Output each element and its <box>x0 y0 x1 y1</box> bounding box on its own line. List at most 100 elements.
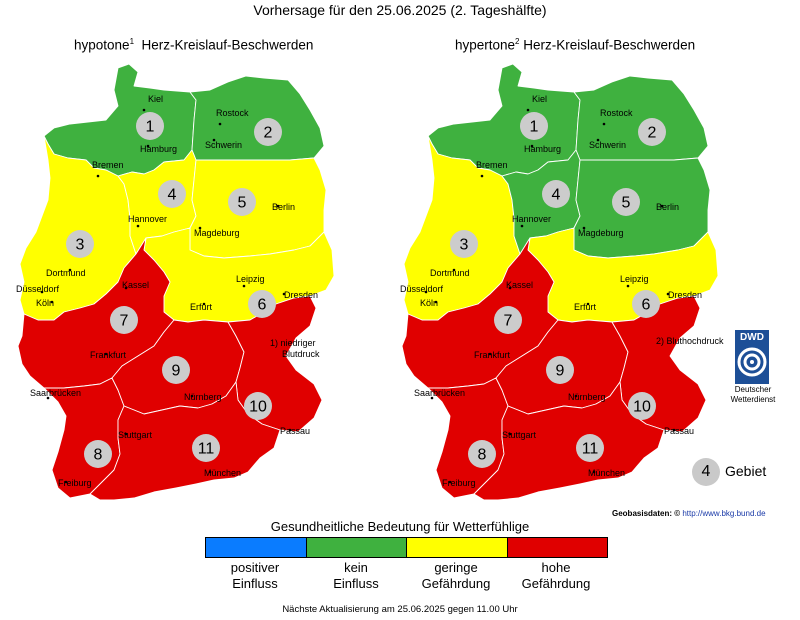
region-number-label: 7 <box>120 313 129 330</box>
region-number-label: 9 <box>172 363 181 380</box>
city-label: Magdeburg <box>578 228 624 238</box>
city-label: Hamburg <box>524 144 561 154</box>
city-dot <box>508 432 512 436</box>
dwd-logo: DWD <box>735 330 769 384</box>
city-label: Nürnberg <box>568 392 606 402</box>
region-number-label: 6 <box>642 297 651 314</box>
region-number-circle <box>612 188 640 216</box>
region-number-circle <box>158 180 186 208</box>
city-label: Rostock <box>216 108 249 118</box>
city-label: Freiburg <box>58 478 92 488</box>
city-dot <box>526 108 530 112</box>
city-dot <box>218 122 222 126</box>
city-dot <box>68 268 72 272</box>
city-dot <box>202 302 206 306</box>
city-label: Düsseldorf <box>16 284 60 294</box>
city-dot <box>480 174 484 178</box>
region-number-circle <box>110 306 138 334</box>
region-5 <box>573 157 711 259</box>
region-number-label: 8 <box>94 447 103 464</box>
city-label: Magdeburg <box>194 228 240 238</box>
city-dot <box>198 226 202 230</box>
city-dot <box>530 144 534 148</box>
legend-title: Gesundheitliche Bedeutung für Wetterfühl… <box>270 519 530 534</box>
city-label: Saarbrücken <box>414 388 465 398</box>
region-number-circle <box>450 230 478 258</box>
city-label: Köln <box>420 298 438 308</box>
city-label: München <box>588 468 625 478</box>
city-dot <box>424 290 428 294</box>
region-number-label: 2 <box>264 125 273 142</box>
city-dot <box>520 224 524 228</box>
city-dot <box>288 428 292 432</box>
city-dot <box>596 138 600 142</box>
city-dot <box>104 352 108 356</box>
next-update-note: Nächste Aktualisierung am 25.06.2025 geg… <box>282 604 518 615</box>
city-dot <box>142 108 146 112</box>
region-number-label: 1 <box>530 119 539 136</box>
city-dot <box>574 394 578 398</box>
city-dot <box>96 174 100 178</box>
city-dot <box>586 302 590 306</box>
legend-color-bar <box>205 537 608 558</box>
city-label: Kassel <box>506 280 533 290</box>
city-label: Passau <box>280 426 310 436</box>
region-11 <box>89 381 281 501</box>
city-dot <box>448 480 452 484</box>
region-number-label: 4 <box>168 187 177 204</box>
region-number-circle <box>546 356 574 384</box>
city-dot <box>40 290 44 294</box>
city-label: Dresden <box>668 290 702 300</box>
city-label: Stuttgart <box>502 430 537 440</box>
city-dot <box>190 394 194 398</box>
map-left-title: hypotone1 Herz-Kreislauf-Beschwerden <box>74 37 314 53</box>
region-number-circle <box>84 440 112 468</box>
city-label: Erfurt <box>574 302 597 312</box>
city-label: Dortmund <box>46 268 86 278</box>
city-label: Freiburg <box>442 478 476 488</box>
city-dot <box>582 226 586 230</box>
city-dot <box>626 284 630 288</box>
region-number-label: 7 <box>504 313 513 330</box>
map-right-title: hypertone2 Herz-Kreislauf-Beschwerden <box>455 37 696 53</box>
region-number-label: 5 <box>238 195 247 212</box>
note-hypotone: 1) niedriger Blutdruck <box>270 338 320 359</box>
region-number-label: 1 <box>146 119 155 136</box>
city-label: Kassel <box>122 280 149 290</box>
region-number-circle <box>136 112 164 140</box>
region-number-label: 10 <box>249 399 267 416</box>
city-dot <box>282 292 286 296</box>
region-number-circle <box>576 434 604 462</box>
region-number-circle <box>632 290 660 318</box>
city-dot <box>434 300 438 304</box>
geodata-link[interactable]: http://www.bkg.bund.de <box>682 509 766 518</box>
dwd-name: Deutscher Wetterdienst <box>730 385 776 404</box>
city-label: Hannover <box>128 214 167 224</box>
city-dot <box>136 224 140 228</box>
city-label: Leipzig <box>236 274 265 284</box>
city-label: Bremen <box>92 160 124 170</box>
region-11 <box>473 381 665 501</box>
region-number-circle <box>162 356 190 384</box>
city-dot <box>508 286 512 290</box>
city-dot <box>488 352 492 356</box>
region-number-circle <box>228 188 256 216</box>
region-number-circle <box>248 290 276 318</box>
city-dot <box>660 204 664 208</box>
city-dot <box>242 284 246 288</box>
region-key-circle: 4 <box>692 458 720 486</box>
region-number-label: 4 <box>552 187 561 204</box>
city-dot <box>602 122 606 126</box>
city-label: Kiel <box>532 94 547 104</box>
city-label: Stuttgart <box>118 430 153 440</box>
region-number-label: 3 <box>76 237 85 254</box>
city-dot <box>452 268 456 272</box>
region-number-circle <box>192 434 220 462</box>
city-label: Saarbrücken <box>30 388 81 398</box>
city-dot <box>212 138 216 142</box>
region-number-label: 11 <box>582 441 599 458</box>
region-key-label: Gebiet <box>725 463 767 479</box>
city-label: Dortmund <box>430 268 470 278</box>
city-label: Bremen <box>476 160 508 170</box>
region-number-label: 2 <box>648 125 657 142</box>
